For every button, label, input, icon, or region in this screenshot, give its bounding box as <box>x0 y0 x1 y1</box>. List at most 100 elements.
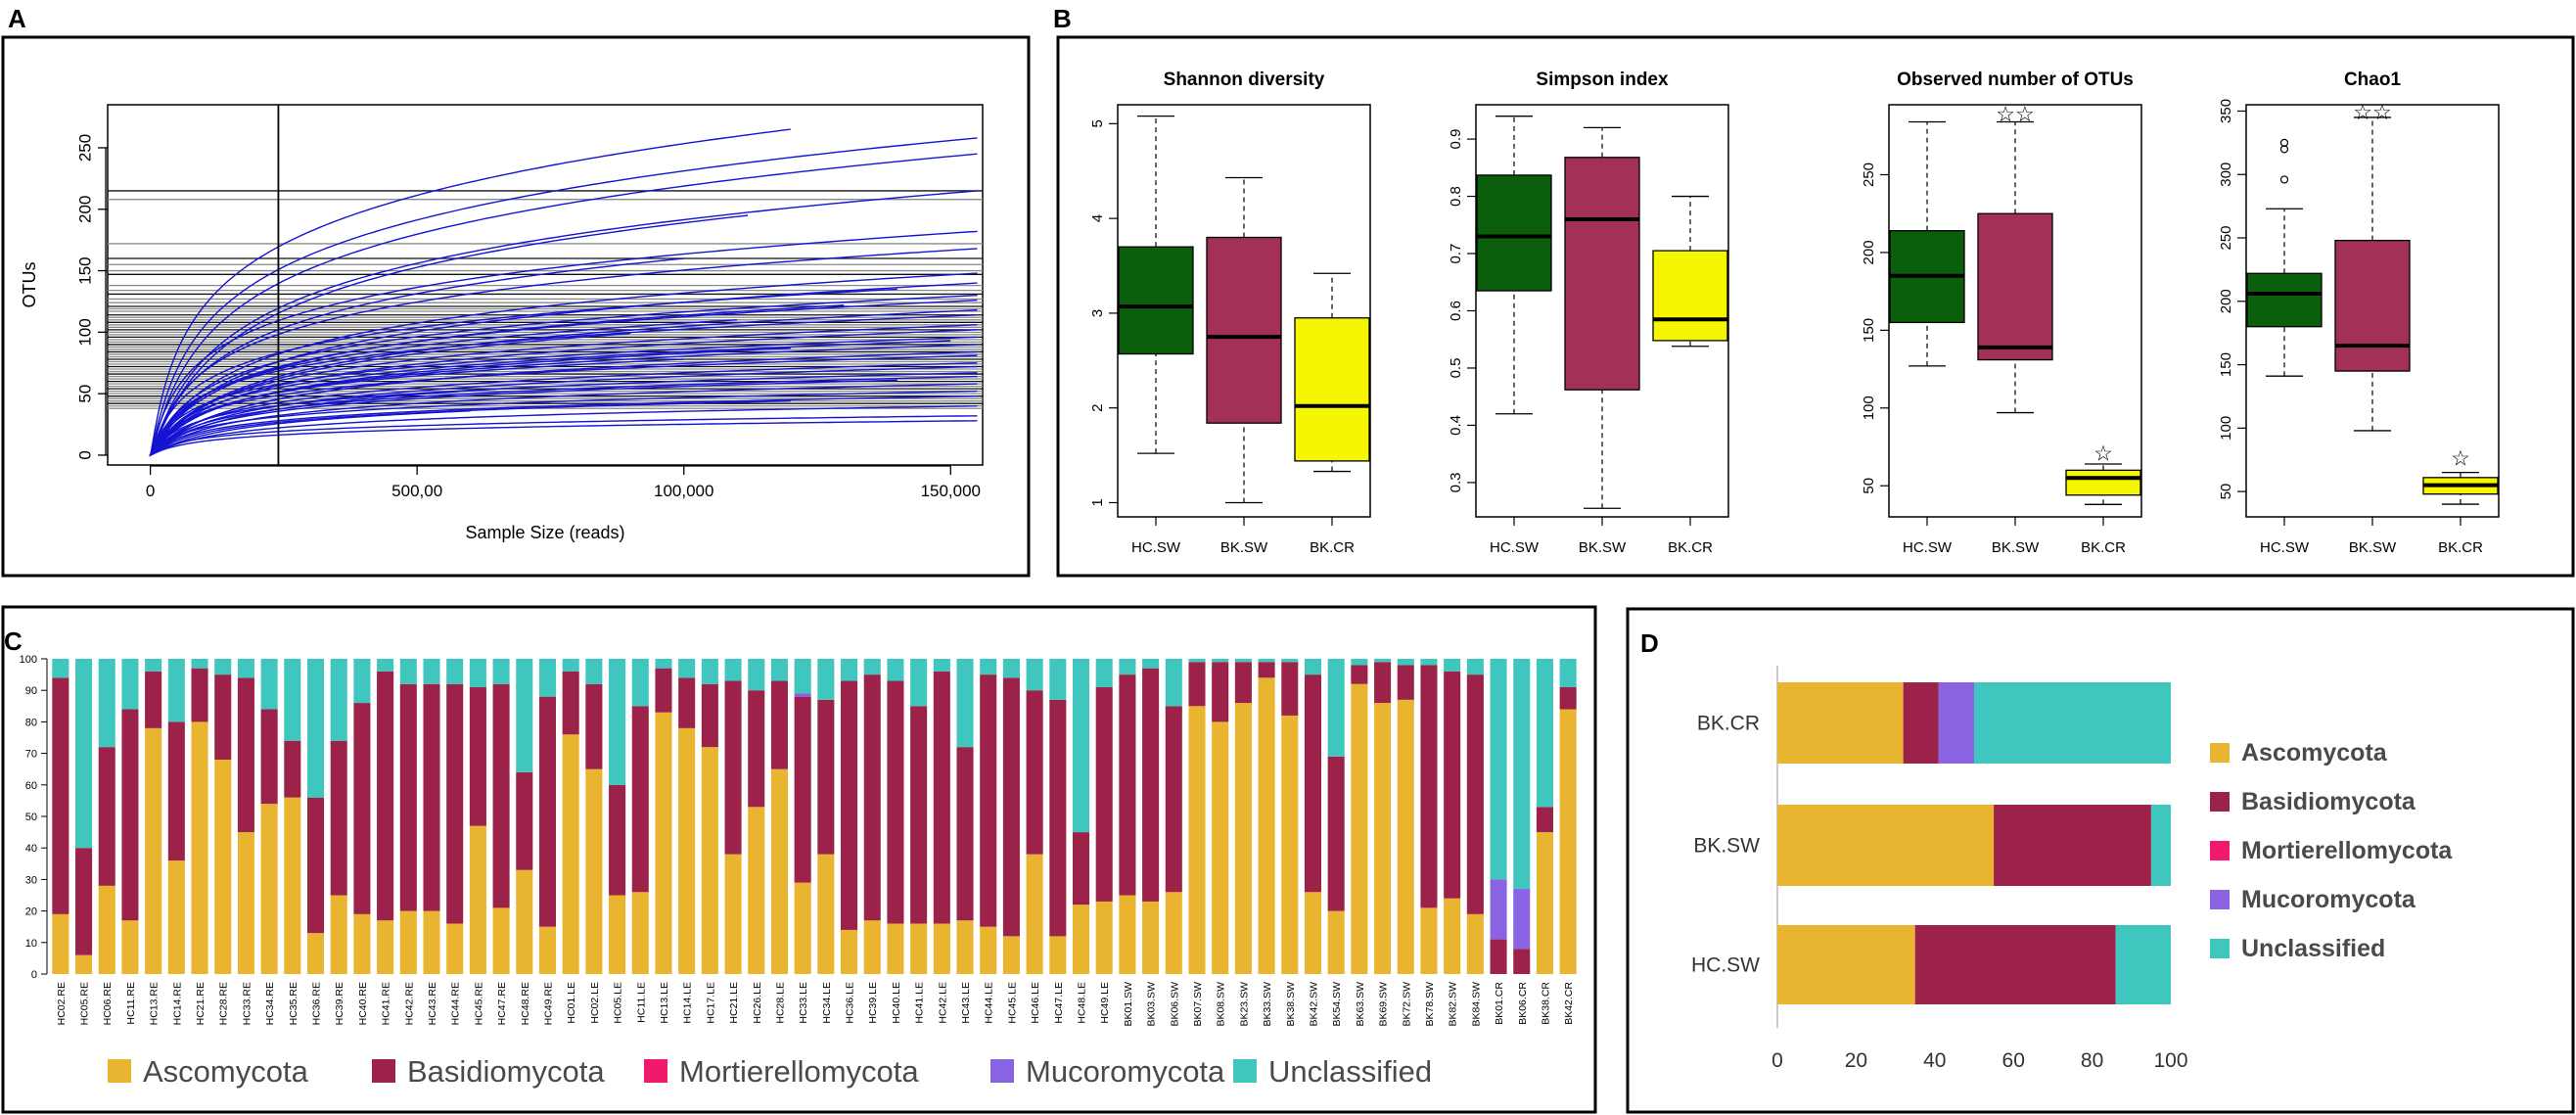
x-tick-label: 60 <box>2002 1049 2025 1072</box>
y-tick-label: 0 <box>31 969 37 981</box>
x-tick-label: HC48.LE <box>1077 982 1088 1024</box>
bar-segment-basidiomycota <box>655 668 672 713</box>
bar-segment-unclassified <box>724 659 742 681</box>
bar-segment-unclassified <box>1513 659 1531 890</box>
bar-segment-basidiomycota <box>191 668 208 722</box>
x-tick-label: HC44.LE <box>984 982 995 1024</box>
bar-segment-unclassified <box>330 659 347 741</box>
legend-label: Mortierellomycota <box>2241 837 2453 864</box>
bar-segment-basidiomycota <box>933 671 950 924</box>
significance-star: ☆☆ <box>2353 100 2391 124</box>
rarefaction-curve <box>149 336 978 456</box>
rarefaction-curve <box>149 153 978 456</box>
x-tick-label: HC41.LE <box>914 982 926 1024</box>
bar-segment-ascomycota <box>631 892 649 974</box>
bar-segment-basidiomycota <box>98 747 115 886</box>
bar-segment-basidiomycota <box>724 680 742 855</box>
legend-label: Unclassified <box>1268 1054 1432 1089</box>
x-tick-label: BK78.SW <box>1424 982 1436 1027</box>
x-tick-label: HC36.LE <box>845 982 856 1024</box>
bar-segment-ascomycota <box>492 907 510 974</box>
bar-segment-unclassified <box>1072 659 1090 833</box>
bar-segment-ascomycota <box>724 854 742 974</box>
bar-segment-unclassified <box>770 659 788 681</box>
x-tick-label: BK84.SW <box>1470 982 1482 1027</box>
y-tick-label: 100 <box>2218 416 2234 441</box>
bar-segment-basidiomycota <box>1351 665 1368 684</box>
bar-segment-ascomycota <box>1304 892 1322 974</box>
legend-label: Ascomycota <box>143 1054 309 1089</box>
bar-segment-ascomycota <box>1281 715 1299 974</box>
bar-segment-basidiomycota <box>1327 756 1345 911</box>
bar-segment-ascomycota <box>191 721 208 974</box>
panel-a-frame <box>1 35 1031 578</box>
x-tick-label: HC.SW <box>2260 539 2310 556</box>
rarefaction-curve <box>149 395 978 456</box>
bar-segment-ascomycota <box>353 913 371 974</box>
bar-segment-ascomycota <box>52 913 69 974</box>
bar-segment-basidiomycota <box>516 771 533 870</box>
rarefaction-curve <box>149 248 978 456</box>
y-tick-label: 200 <box>2218 289 2234 313</box>
bar-segment-unclassified <box>75 659 93 849</box>
bar-segment-ascomycota <box>655 712 672 974</box>
bar-segment-unclassified <box>353 659 371 704</box>
rarefaction-curve <box>149 340 951 456</box>
rarefaction-curve <box>149 390 978 456</box>
x-tick-label: BK.SW <box>1220 539 1268 556</box>
rarefaction-curve <box>149 319 738 456</box>
boxplot-title: Observed number of OTUs <box>1897 70 2134 90</box>
bar-segment-basidiomycota <box>399 683 417 911</box>
x-tick-label: HC48.RE <box>520 982 531 1025</box>
y-tick-label: 0.4 <box>1448 415 1464 436</box>
bar-segment-unclassified <box>284 659 301 741</box>
x-tick-label: HC34.LE <box>821 982 833 1024</box>
bar-segment-ascomycota <box>1777 805 1995 886</box>
y-tick-label: 0 <box>75 450 94 459</box>
y-tick-label: 100 <box>75 318 94 346</box>
legend-label: Mucoromycota <box>2241 886 2416 913</box>
significance-star: ☆ <box>2093 441 2113 465</box>
legend-swatch-ascomycota <box>108 1059 131 1083</box>
x-tick-label: 150,000 <box>921 482 981 500</box>
bar-segment-basidiomycota <box>1559 686 1577 710</box>
legend-label: Mortierellomycota <box>679 1054 919 1089</box>
rarefaction-curve <box>149 314 978 456</box>
bar-segment-basidiomycota <box>631 706 649 893</box>
x-tick-label: BK42.SW <box>1308 982 1319 1027</box>
bar-segment-unclassified <box>748 659 765 691</box>
x-tick-label: HC21.RE <box>195 982 207 1025</box>
bar-segment-basidiomycota <box>910 706 928 924</box>
x-tick-label: 500,00 <box>391 482 442 500</box>
bar-segment-unclassified <box>1258 659 1275 663</box>
x-tick-label: HC13.RE <box>149 982 161 1025</box>
bar-segment-ascomycota <box>1234 703 1252 974</box>
x-tick-label: HC14.RE <box>171 982 183 1025</box>
x-tick-label: BK.SW <box>1579 539 1627 556</box>
rarefaction-curve <box>149 415 978 456</box>
bar-segment-basidiomycota <box>701 683 718 748</box>
legend-swatch-unclassified <box>2210 939 2230 958</box>
bar-segment-unclassified <box>538 659 557 697</box>
legend-label: Basidiomycota <box>2241 788 2416 815</box>
y-tick-label: 350 <box>2218 99 2234 123</box>
bar-segment-basidiomycota <box>1049 699 1067 937</box>
bar-segment-basidiomycota <box>538 696 557 927</box>
y-tick-label: 100 <box>20 654 37 666</box>
panel-label-b: B <box>1053 4 1072 33</box>
x-tick-label: 80 <box>2081 1049 2103 1072</box>
y-tick-label: 150 <box>75 256 94 284</box>
bar-segment-basidiomycota <box>817 699 835 855</box>
rarefaction-curve <box>149 230 978 456</box>
y-tick-label: 90 <box>25 685 37 697</box>
x-tick-label: BK.CR <box>2081 539 2126 556</box>
panel-label-d: D <box>1640 628 1659 658</box>
bar-segment-basidiomycota <box>956 747 974 921</box>
x-tick-label: 100 <box>2153 1049 2187 1072</box>
bar-segment-unclassified <box>2150 805 2171 886</box>
bar-segment-unclassified <box>1559 659 1577 687</box>
bar-segment-basidiomycota <box>1374 662 1392 704</box>
x-tick-label: BK54.SW <box>1331 982 1343 1027</box>
x-tick-label: HC46.LE <box>1030 982 1041 1024</box>
